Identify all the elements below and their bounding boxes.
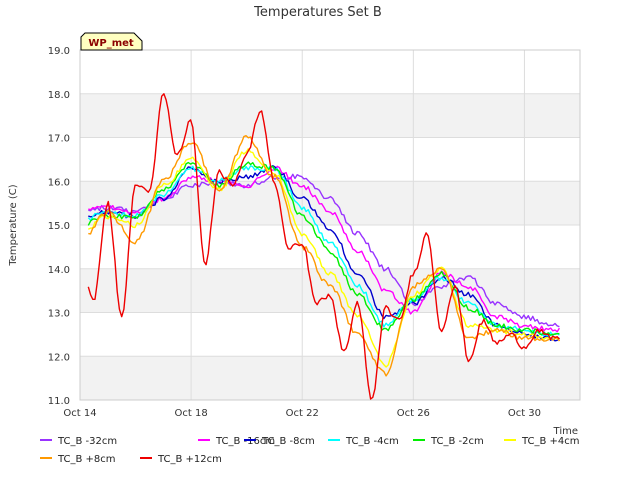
x-tick-label: Oct 26 [397, 408, 430, 419]
series-line [88, 165, 560, 333]
plot-bands [80, 93, 580, 400]
x-tick-label: Oct 22 [286, 408, 319, 419]
legend-label: TC_B -8cm [261, 436, 315, 447]
y-tick-label: 14.0 [48, 265, 70, 276]
series-line [88, 164, 560, 342]
legend-label: TC_B +4cm [521, 436, 580, 447]
x-ticks: Oct 14 Oct 18 Oct 22 Oct 26 Oct 30 [63, 408, 541, 419]
series-layer [87, 93, 561, 400]
legend-label: TC_B -32cm [57, 436, 117, 447]
plot-band [80, 181, 580, 225]
y-tick-label: 18.0 [48, 90, 70, 101]
series-line [87, 164, 560, 337]
y-tick-label: 11.0 [48, 396, 70, 407]
y-tick-label: 13.0 [48, 309, 70, 320]
y-tick-label: 16.0 [48, 177, 70, 188]
y-tick-label: 15.0 [48, 221, 70, 232]
annotation-box: WP_met [80, 32, 143, 51]
annotation-text: WP_met [88, 38, 134, 49]
x-tick-label: Oct 18 [175, 408, 208, 419]
plot-frame [79, 49, 581, 401]
legend-label: TC_B +12cm [157, 454, 222, 465]
series-line [87, 148, 560, 368]
series-line [88, 134, 561, 377]
series-line [87, 161, 560, 336]
y-axis-label: Temperature (C) [8, 184, 19, 266]
x-tick-label: Oct 14 [63, 408, 96, 419]
legend-label: TC_B -2cm [430, 436, 484, 447]
annotation-shape [80, 32, 143, 51]
y-tick-label: 12.0 [48, 352, 70, 363]
legend-label: TC_B -16cm [215, 436, 275, 447]
x-tick-label: Oct 30 [508, 408, 541, 419]
series-line [87, 93, 560, 400]
x-axis-label: Time [553, 426, 578, 437]
y-ticks: 11.0 12.0 13.0 14.0 15.0 16.0 17.0 18.0 19.0 [48, 46, 70, 407]
y-tick-label: 17.0 [48, 134, 70, 145]
chart-title: Temperatures Set B [253, 5, 382, 20]
plot-band [80, 93, 580, 138]
plot-band [80, 268, 580, 313]
legend-label: TC_B +8cm [57, 454, 116, 465]
y-tick-label: 19.0 [48, 46, 70, 57]
plot-band [80, 356, 580, 400]
legend-label: TC_B -4cm [345, 436, 399, 447]
